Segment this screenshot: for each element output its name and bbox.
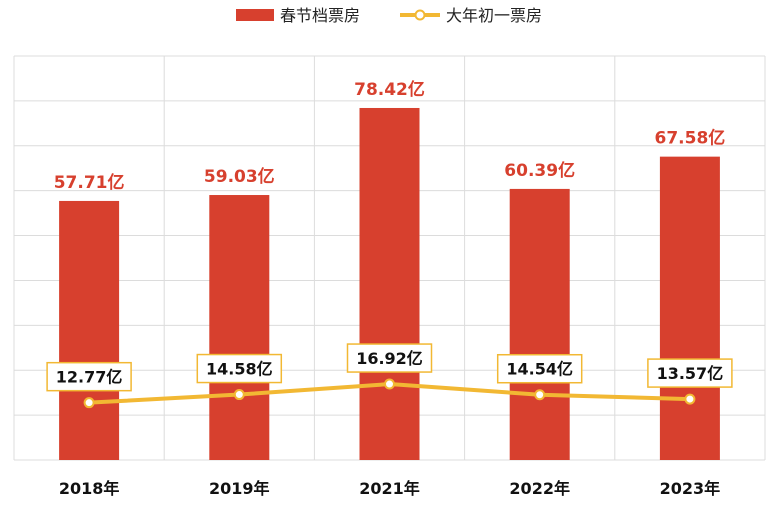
legend-swatch-marker xyxy=(414,9,426,21)
labels: 57.71亿 59.03亿 78.42亿 60.39亿 67.58亿 12.77亿 14.5… xyxy=(46,79,733,392)
line-series xyxy=(83,378,696,409)
legend-label-line: 大年初一票房 xyxy=(446,6,542,25)
legend-label-bar: 春节档票房 xyxy=(280,6,360,25)
bar-data-label: 59.03亿 xyxy=(204,166,275,187)
line-data-label: 13.57亿 xyxy=(657,364,724,383)
line-point xyxy=(233,389,245,401)
line-data-label: 14.54亿 xyxy=(506,360,573,379)
x-tick-label: 2022年 xyxy=(509,479,570,498)
bar xyxy=(659,156,720,461)
bars xyxy=(59,107,720,461)
legend: 春节档票房 大年初一票房 xyxy=(236,6,542,25)
bar xyxy=(59,200,120,460)
line-data-label: 12.77亿 xyxy=(56,368,123,387)
bar xyxy=(209,195,270,461)
legend-swatch-bar xyxy=(236,9,274,21)
line-point xyxy=(83,397,95,409)
line-data-label-box xyxy=(346,343,433,373)
bar-data-label: 57.71亿 xyxy=(54,172,125,193)
line-data-label: 14.58亿 xyxy=(206,360,273,379)
bar xyxy=(509,188,570,460)
line-data-label-box xyxy=(647,358,733,388)
line-data-label-box xyxy=(496,353,583,384)
line-point xyxy=(684,393,696,405)
x-tick-label: 2021年 xyxy=(359,479,420,498)
line-data-label-box xyxy=(196,353,283,384)
bar xyxy=(359,107,420,461)
bar-data-label: 78.42亿 xyxy=(354,79,425,100)
line-point xyxy=(534,389,546,401)
x-tick-label: 2023年 xyxy=(660,479,721,498)
line-data-label-box xyxy=(46,361,132,392)
bar-data-label: 60.39亿 xyxy=(504,160,575,181)
line-data-label: 16.92亿 xyxy=(356,349,423,368)
bar-data-label: 67.58亿 xyxy=(655,128,726,149)
line-point xyxy=(384,378,395,390)
x-axis: 2018年 2019年 2021年 2022年 2023年 xyxy=(59,479,720,498)
x-tick-label: 2018年 xyxy=(59,479,120,498)
x-tick-label: 2019年 xyxy=(209,479,270,498)
